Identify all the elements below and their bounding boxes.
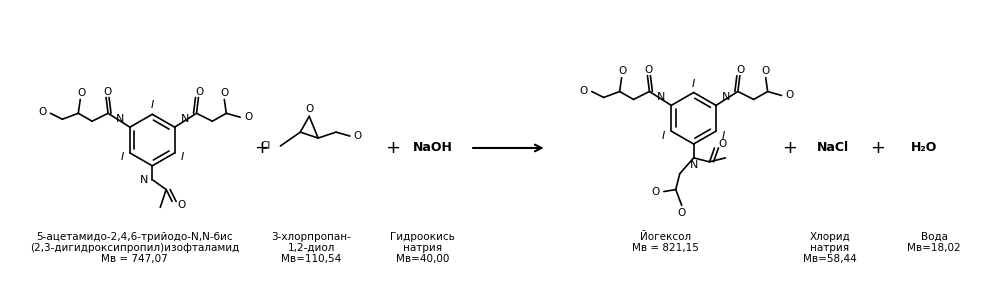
Text: Мв=40,00: Мв=40,00	[396, 254, 449, 264]
Text: I: I	[181, 152, 184, 162]
Text: +: +	[782, 139, 797, 157]
Text: N: N	[181, 114, 189, 124]
Text: 1,2-диол: 1,2-диол	[287, 243, 335, 253]
Text: O: O	[652, 186, 660, 197]
Text: NaOH: NaOH	[412, 142, 452, 154]
Text: Гидроокись: Гидроокись	[390, 232, 455, 242]
Text: I: I	[121, 152, 124, 162]
Text: Мв = 747,07: Мв = 747,07	[101, 254, 168, 264]
Text: +: +	[870, 139, 885, 157]
Text: N: N	[690, 160, 698, 170]
Text: O: O	[177, 200, 186, 210]
Text: I: I	[662, 131, 665, 140]
Text: I: I	[151, 100, 154, 110]
Text: Хлорид: Хлорид	[809, 232, 850, 242]
Text: NaCl: NaCl	[816, 142, 848, 154]
Text: Йогексол: Йогексол	[641, 232, 692, 242]
Text: N: N	[140, 175, 149, 185]
Text: O: O	[737, 65, 745, 75]
Text: O: O	[645, 65, 653, 75]
Text: (2,3-дигидроксипропил)изофталамид: (2,3-дигидроксипропил)изофталамид	[30, 243, 240, 253]
Text: +: +	[385, 139, 400, 157]
Text: Мв=18,02: Мв=18,02	[907, 243, 961, 253]
Text: O: O	[785, 90, 793, 101]
Text: I: I	[723, 131, 726, 140]
Text: O: O	[196, 86, 204, 97]
Text: N: N	[722, 92, 731, 103]
Text: O: O	[38, 107, 47, 117]
Text: O: O	[719, 139, 727, 149]
Text: натрия: натрия	[810, 243, 849, 253]
Text: O: O	[353, 131, 362, 141]
Text: O: O	[619, 66, 627, 76]
Text: Мв = 821,15: Мв = 821,15	[633, 243, 700, 253]
Text: O: O	[245, 112, 252, 122]
Text: H₂O: H₂O	[911, 142, 937, 154]
Text: 5-ацетамидо-2,4,6-трийодо-N,N-бис: 5-ацетамидо-2,4,6-трийодо-N,N-бис	[36, 232, 233, 242]
Text: Cl: Cl	[260, 141, 270, 151]
Text: O: O	[761, 66, 769, 76]
Text: Мв=110,54: Мв=110,54	[281, 254, 341, 264]
Text: O: O	[103, 86, 111, 97]
Text: O: O	[221, 88, 229, 97]
Text: Вода: Вода	[920, 232, 947, 242]
Text: натрия: натрия	[403, 243, 442, 253]
Text: O: O	[77, 88, 86, 97]
Text: N: N	[657, 92, 666, 103]
Text: Мв=58,44: Мв=58,44	[802, 254, 856, 264]
Text: I: I	[692, 79, 696, 89]
Text: +: +	[254, 139, 269, 157]
Text: O: O	[678, 208, 686, 218]
Text: 3-хлорпропан-: 3-хлорпропан-	[271, 232, 351, 242]
Text: O: O	[305, 104, 313, 114]
Text: N: N	[116, 114, 124, 124]
Text: O: O	[580, 86, 588, 96]
